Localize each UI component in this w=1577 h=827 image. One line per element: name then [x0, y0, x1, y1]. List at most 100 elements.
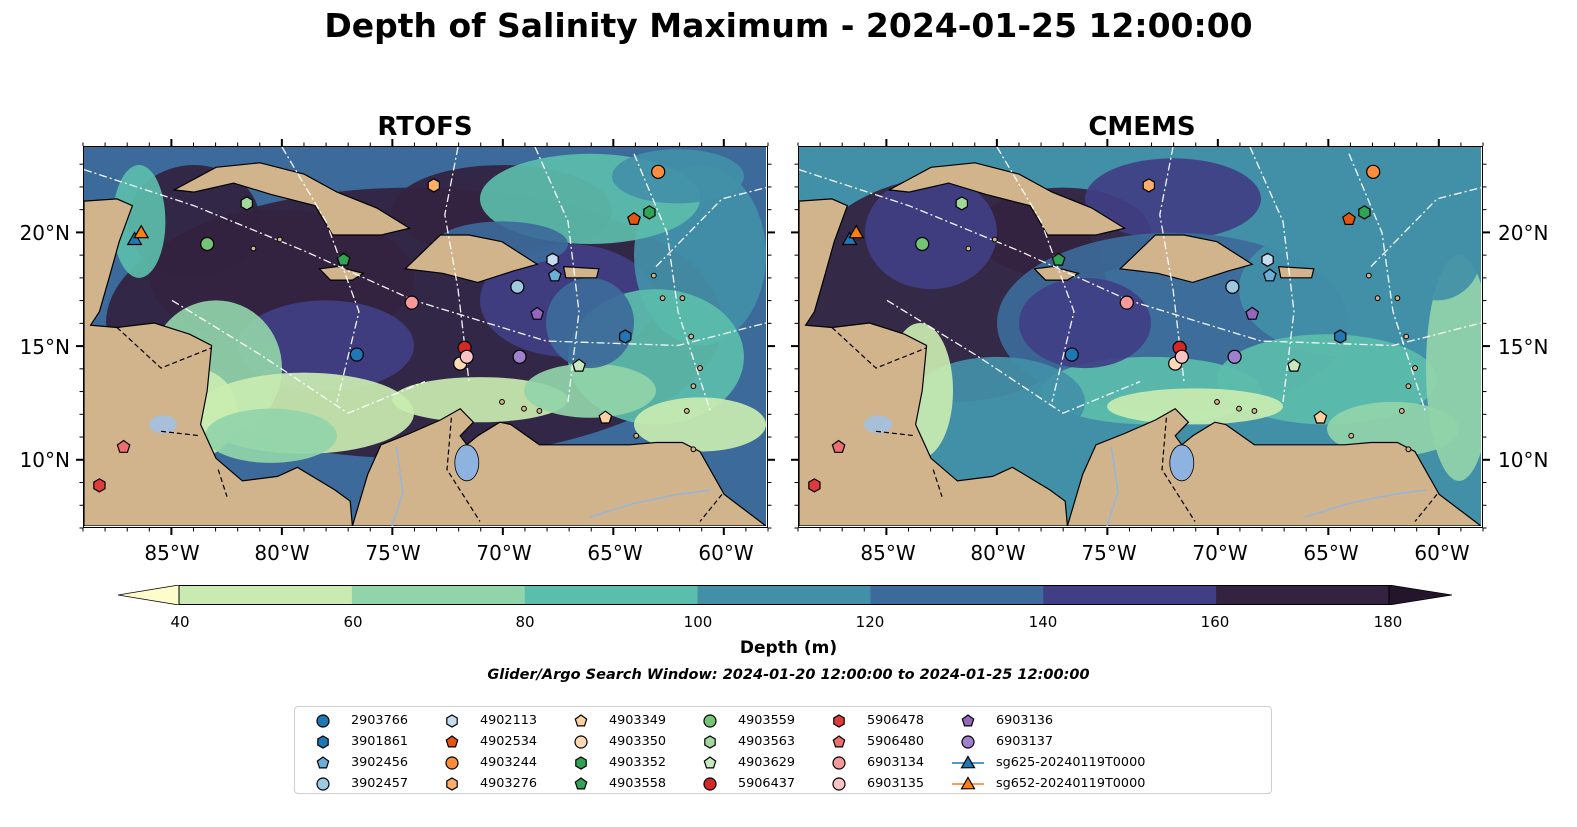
- lat-tick-label: 10°N: [1498, 448, 1549, 472]
- station-marker-5906478[interactable]: [808, 478, 821, 493]
- legend-marker[interactable]: [960, 755, 976, 769]
- legend-label: 4903349: [609, 713, 666, 728]
- legend-label: 6903135: [867, 776, 924, 791]
- station-marker-4902534[interactable]: [1342, 211, 1356, 226]
- legend-marker[interactable]: [445, 735, 459, 748]
- station-marker-4903558[interactable]: [1051, 252, 1066, 266]
- station-marker-6903137[interactable]: [1227, 349, 1242, 364]
- colorbar-tick-label: 180: [1373, 613, 1403, 631]
- legend-marker[interactable]: [317, 735, 329, 749]
- circle-marker-icon: [832, 777, 846, 791]
- legend-marker[interactable]: [316, 714, 330, 728]
- station-marker-3902456[interactable]: [1262, 268, 1277, 282]
- station-marker-4903559[interactable]: [200, 236, 215, 252]
- legend-label: 5906480: [867, 734, 924, 749]
- legend: 2903766 3901861 3902456 3902457 4902113 49025…: [294, 706, 1272, 794]
- legend-marker[interactable]: [833, 714, 845, 728]
- legend-label: sg625-20240119T0000: [996, 755, 1146, 770]
- pentagon-marker-icon: [832, 735, 846, 748]
- legend-label: sg652-20240119T0000: [996, 776, 1146, 791]
- legend-marker[interactable]: [832, 777, 846, 791]
- station-marker-sg652-20240119T0000[interactable]: [133, 224, 150, 239]
- station-marker-6903134[interactable]: [404, 295, 419, 310]
- pentagon-marker-icon: [445, 735, 459, 748]
- pentagon-marker-icon: [961, 714, 975, 727]
- station-marker-4903244[interactable]: [651, 164, 666, 179]
- station-marker-6903135[interactable]: [459, 349, 474, 364]
- legend-marker[interactable]: [316, 756, 330, 769]
- station-marker-2903766[interactable]: [349, 347, 364, 362]
- legend-label: 4903558: [609, 776, 666, 791]
- colorbar: [118, 585, 1452, 605]
- panel-title-cmems: CMEMS: [1088, 112, 1196, 142]
- station-marker-4902534[interactable]: [627, 211, 641, 226]
- station-marker-sg625-20240119T0000[interactable]: [841, 231, 858, 246]
- station-marker-4903349[interactable]: [1313, 410, 1328, 424]
- station-marker-4903276[interactable]: [427, 178, 440, 193]
- station-marker-4903352[interactable]: [1358, 205, 1371, 220]
- station-marker-6903136[interactable]: [1245, 306, 1260, 320]
- legend-marker[interactable]: [703, 777, 717, 791]
- station-marker-4903629[interactable]: [1287, 358, 1301, 372]
- station-marker-4903563[interactable]: [955, 196, 968, 211]
- station-marker-6903136[interactable]: [530, 306, 545, 320]
- legend-marker[interactable]: [703, 714, 717, 728]
- legend-marker[interactable]: [832, 735, 846, 748]
- station-marker-2903766[interactable]: [1064, 347, 1079, 362]
- hexagon-marker-icon: [446, 777, 458, 791]
- station-marker-5906478[interactable]: [93, 478, 106, 493]
- legend-marker[interactable]: [445, 756, 459, 770]
- legend-marker[interactable]: [961, 735, 975, 749]
- panel-title-rtofs: RTOFS: [377, 112, 473, 142]
- legend-label: 2903766: [351, 713, 408, 728]
- legend-label: 4903244: [480, 755, 537, 770]
- legend-marker[interactable]: [574, 735, 588, 749]
- legend-marker[interactable]: [832, 756, 846, 770]
- lon-tick-label: 80°W: [254, 541, 310, 565]
- lon-tick-label: 60°W: [1414, 541, 1470, 565]
- station-marker-3901861[interactable]: [618, 329, 632, 344]
- station-marker-4903349[interactable]: [598, 410, 613, 424]
- legend-marker[interactable]: [961, 714, 975, 727]
- legend-marker[interactable]: [703, 756, 717, 769]
- pentagon-marker-icon: [574, 777, 588, 790]
- legend-label: 4903352: [609, 755, 666, 770]
- station-marker-4903276[interactable]: [1142, 178, 1155, 193]
- station-marker-3902457[interactable]: [510, 279, 525, 294]
- station-marker-sg652-20240119T0000[interactable]: [848, 224, 865, 239]
- pentagon-marker-icon: [703, 756, 717, 769]
- station-marker-4902113[interactable]: [1261, 252, 1274, 267]
- lon-tick-label: 80°W: [970, 541, 1026, 565]
- legend-marker[interactable]: [574, 714, 588, 727]
- legend-marker[interactable]: [574, 777, 588, 790]
- legend-label: 4903559: [738, 713, 795, 728]
- legend-marker[interactable]: [446, 714, 458, 728]
- station-marker-4903352[interactable]: [643, 205, 656, 220]
- map-rtofs[interactable]: [83, 146, 768, 528]
- legend-marker[interactable]: [575, 756, 587, 770]
- station-marker-6903135[interactable]: [1174, 349, 1189, 364]
- station-marker-4903559[interactable]: [915, 236, 930, 252]
- legend-marker[interactable]: [446, 777, 458, 791]
- station-marker-4903244[interactable]: [1366, 164, 1381, 179]
- station-marker-3902457[interactable]: [1225, 279, 1240, 294]
- station-marker-4903629[interactable]: [572, 358, 586, 372]
- station-marker-3901861[interactable]: [1333, 329, 1347, 344]
- station-marker-6903137[interactable]: [512, 349, 527, 364]
- station-marker-4902113[interactable]: [546, 252, 559, 267]
- map-cmems[interactable]: [798, 146, 1483, 528]
- station-marker-4903563[interactable]: [240, 196, 253, 211]
- station-marker-sg625-20240119T0000[interactable]: [126, 231, 143, 246]
- hexagon-marker-icon: [317, 735, 329, 749]
- lon-tick-label: 75°W: [1081, 541, 1137, 565]
- station-marker-6903134[interactable]: [1119, 295, 1134, 310]
- station-marker-5906480[interactable]: [831, 439, 846, 453]
- legend-marker[interactable]: [960, 776, 976, 790]
- station-marker-3902456[interactable]: [547, 268, 562, 282]
- station-marker-4903558[interactable]: [336, 252, 351, 266]
- station-marker-5906480[interactable]: [116, 439, 131, 453]
- legend-marker[interactable]: [704, 735, 716, 749]
- lon-tick-label: 85°W: [860, 541, 916, 565]
- legend-marker[interactable]: [316, 777, 330, 791]
- circle-marker-icon: [316, 777, 330, 791]
